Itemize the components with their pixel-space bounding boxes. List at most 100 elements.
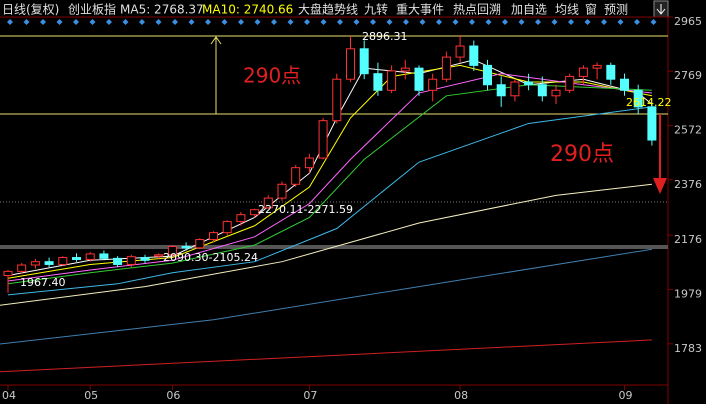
moving-average — [0, 183, 652, 306]
y-tick-label: 1979 — [674, 288, 702, 301]
event-marker — [56, 19, 63, 25]
event-marker — [40, 19, 46, 25]
event-marker — [23, 19, 30, 25]
y-tick-label: 2176 — [674, 233, 702, 246]
x-tick-label: 06 — [166, 389, 180, 402]
x-tick-label: 04 — [2, 389, 16, 402]
candle-body — [85, 253, 95, 260]
event-marker — [205, 19, 211, 25]
candle-body — [496, 84, 506, 97]
candle-body — [17, 264, 27, 272]
scroll-icon — [656, 4, 666, 15]
event-marker — [155, 19, 162, 25]
candle-body — [524, 81, 534, 86]
event-marker — [106, 19, 112, 25]
candle-body — [154, 254, 164, 257]
menu-item[interactable]: 热点回溯 — [453, 2, 501, 17]
candle-body — [277, 183, 287, 199]
y-tick-label: 2965 — [674, 15, 702, 28]
candle-body — [72, 257, 81, 260]
candle-body — [387, 70, 397, 91]
event-marker — [254, 19, 261, 25]
event-marker — [535, 19, 541, 25]
event-marker — [452, 19, 459, 25]
event-marker — [502, 19, 508, 25]
candle-body — [332, 78, 342, 122]
candle-body — [469, 45, 479, 66]
candle-body — [3, 270, 13, 277]
candle-body — [455, 45, 465, 58]
ma5-label: MA5: 2768.37 — [120, 3, 204, 17]
y-tick-label: 2769 — [674, 69, 702, 82]
down-arrow-head — [653, 178, 667, 194]
event-marker — [238, 19, 244, 25]
annotation: 1967.40 — [20, 276, 66, 289]
candle-body — [263, 197, 273, 209]
menu-item[interactable]: 预测 — [604, 3, 628, 17]
menu-item[interactable]: 大盘趋势线 — [298, 2, 358, 17]
candle-body — [633, 89, 643, 108]
candle-body — [140, 257, 150, 261]
candle-body — [346, 48, 355, 80]
ma10-label: MA10: 2740.66 — [202, 3, 293, 17]
event-marker — [89, 19, 96, 25]
up-arrow — [210, 36, 222, 114]
annotation: 2896.31 — [362, 30, 408, 43]
menu-item[interactable]: 重大事件 — [396, 3, 444, 17]
menu-item[interactable]: 窗 — [585, 3, 597, 17]
event-marker — [601, 19, 607, 25]
event-marker — [650, 19, 657, 25]
event-marker — [386, 19, 393, 25]
annotation: 2614.22 — [626, 96, 672, 109]
candle-body — [126, 256, 136, 265]
candle-body — [551, 89, 561, 97]
event-marker — [568, 19, 574, 25]
menu-item[interactable]: 均线 — [555, 3, 579, 17]
plot — [0, 34, 657, 373]
event-marker — [485, 19, 492, 25]
candle-body — [373, 73, 383, 91]
event-marker — [617, 19, 624, 25]
candle-body — [359, 48, 369, 75]
candle-body — [483, 64, 492, 86]
event-marker — [353, 19, 360, 25]
event-marker — [634, 19, 640, 25]
candle-body — [414, 67, 424, 91]
event-marker — [551, 19, 558, 25]
event-marker — [7, 19, 13, 25]
event-marker — [469, 19, 475, 25]
index-name: 创业板指 — [68, 2, 116, 17]
event-marker — [188, 19, 195, 25]
x-tick-label: 08 — [454, 389, 468, 402]
event-marker — [271, 19, 277, 25]
candle-body — [318, 120, 328, 159]
candle-body — [428, 78, 438, 91]
moving-average — [0, 339, 652, 373]
candle-body — [30, 261, 40, 266]
candle-body — [250, 209, 260, 216]
event-marker — [287, 19, 294, 25]
y-tick-label: 2572 — [674, 124, 702, 137]
x-tick-label: 09 — [619, 389, 633, 402]
menu-item[interactable]: 加自选 — [511, 3, 547, 17]
candle-body — [113, 257, 123, 265]
event-marker — [139, 19, 145, 25]
x-tick-label: 05 — [84, 389, 98, 402]
candle-body — [620, 78, 629, 91]
event-marker — [73, 19, 79, 25]
candle-body — [578, 67, 588, 77]
candle-body — [99, 253, 109, 259]
event-marker — [337, 19, 343, 25]
event-marker — [172, 19, 178, 25]
candle-body — [537, 84, 547, 97]
annotation: 2090.30-2105.24 — [163, 251, 258, 264]
event-marker — [320, 19, 327, 25]
event-marker — [419, 19, 426, 25]
menu-item[interactable]: 九转 — [364, 2, 388, 17]
candle-body — [647, 106, 657, 141]
event-marker — [403, 19, 409, 25]
event-marker — [518, 19, 525, 25]
candle-body — [236, 214, 246, 223]
annotation: 290点 — [550, 142, 614, 167]
